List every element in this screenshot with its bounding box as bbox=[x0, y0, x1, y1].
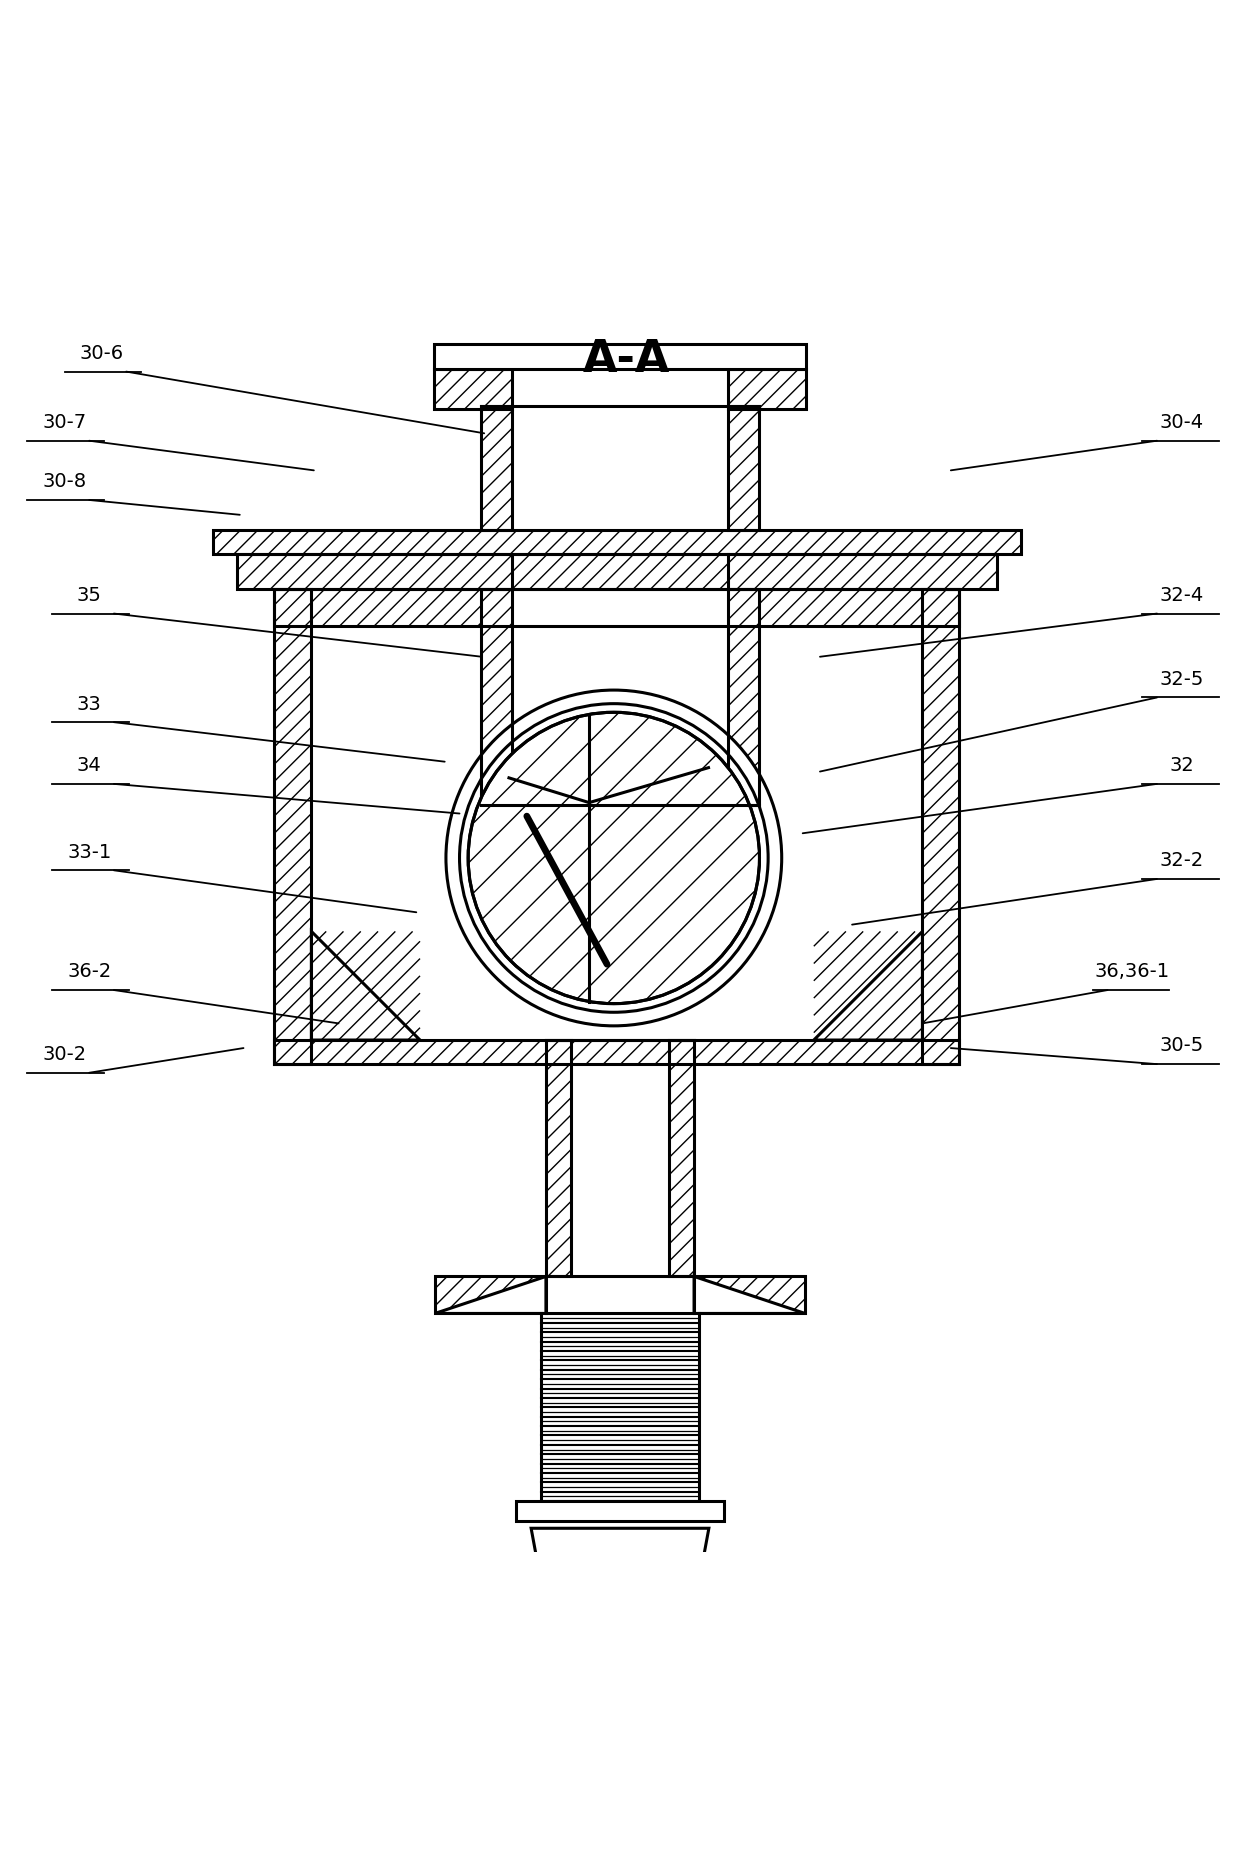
Text: 30-5: 30-5 bbox=[1159, 1037, 1204, 1056]
Bar bbox=[516, 1501, 724, 1521]
Bar bbox=[728, 406, 759, 529]
Bar bbox=[481, 589, 512, 806]
Text: 30-2: 30-2 bbox=[42, 1045, 87, 1063]
Text: 32-5: 32-5 bbox=[1159, 669, 1204, 690]
Text: 33: 33 bbox=[77, 695, 102, 714]
Text: 32-4: 32-4 bbox=[1159, 585, 1204, 606]
Text: 35: 35 bbox=[77, 585, 102, 606]
Bar bbox=[706, 806, 728, 820]
Text: 36,36-1: 36,36-1 bbox=[1095, 963, 1169, 981]
Bar bbox=[728, 368, 806, 409]
Circle shape bbox=[446, 690, 781, 1026]
Bar bbox=[274, 589, 960, 626]
Bar bbox=[512, 406, 728, 529]
Bar bbox=[546, 1039, 570, 1277]
Bar bbox=[512, 589, 728, 806]
Bar bbox=[435, 1277, 805, 1314]
Bar bbox=[481, 589, 512, 806]
Bar bbox=[274, 1039, 960, 1063]
Bar bbox=[570, 1039, 670, 1277]
Bar bbox=[512, 806, 534, 820]
Bar bbox=[670, 1039, 694, 1277]
Bar bbox=[237, 555, 997, 589]
Text: 30-8: 30-8 bbox=[42, 473, 87, 492]
Text: 32-2: 32-2 bbox=[1159, 850, 1204, 871]
Bar bbox=[556, 1662, 684, 1678]
Text: 30-7: 30-7 bbox=[42, 413, 87, 432]
Bar bbox=[435, 1277, 805, 1314]
Bar bbox=[706, 806, 728, 820]
Bar bbox=[212, 529, 1022, 555]
Bar bbox=[728, 406, 759, 529]
Bar bbox=[481, 406, 512, 529]
Bar bbox=[728, 589, 759, 806]
Bar bbox=[274, 589, 960, 626]
Bar bbox=[512, 806, 534, 820]
Polygon shape bbox=[531, 1529, 709, 1662]
Bar bbox=[274, 1039, 960, 1063]
Bar bbox=[434, 368, 512, 409]
Bar bbox=[728, 368, 806, 409]
Text: A-A: A-A bbox=[583, 338, 670, 381]
Bar bbox=[923, 589, 960, 1063]
Text: 30-4: 30-4 bbox=[1159, 413, 1204, 432]
Circle shape bbox=[469, 712, 759, 1004]
Bar bbox=[237, 555, 997, 589]
Text: 30-6: 30-6 bbox=[79, 344, 124, 363]
Bar bbox=[212, 529, 1022, 555]
Polygon shape bbox=[694, 1277, 805, 1314]
Bar bbox=[274, 589, 311, 1063]
Bar bbox=[274, 589, 311, 1063]
Bar bbox=[923, 589, 960, 1063]
Bar bbox=[434, 344, 806, 368]
Bar bbox=[728, 589, 759, 806]
Polygon shape bbox=[435, 1277, 546, 1314]
Bar bbox=[434, 368, 512, 409]
Bar bbox=[481, 406, 512, 529]
Text: 33-1: 33-1 bbox=[67, 843, 112, 862]
Bar bbox=[546, 1039, 570, 1277]
Text: 36-2: 36-2 bbox=[67, 963, 112, 981]
Bar bbox=[311, 626, 923, 1041]
Text: 32: 32 bbox=[1169, 757, 1194, 776]
Text: 34: 34 bbox=[77, 757, 102, 776]
Bar bbox=[670, 1039, 694, 1277]
